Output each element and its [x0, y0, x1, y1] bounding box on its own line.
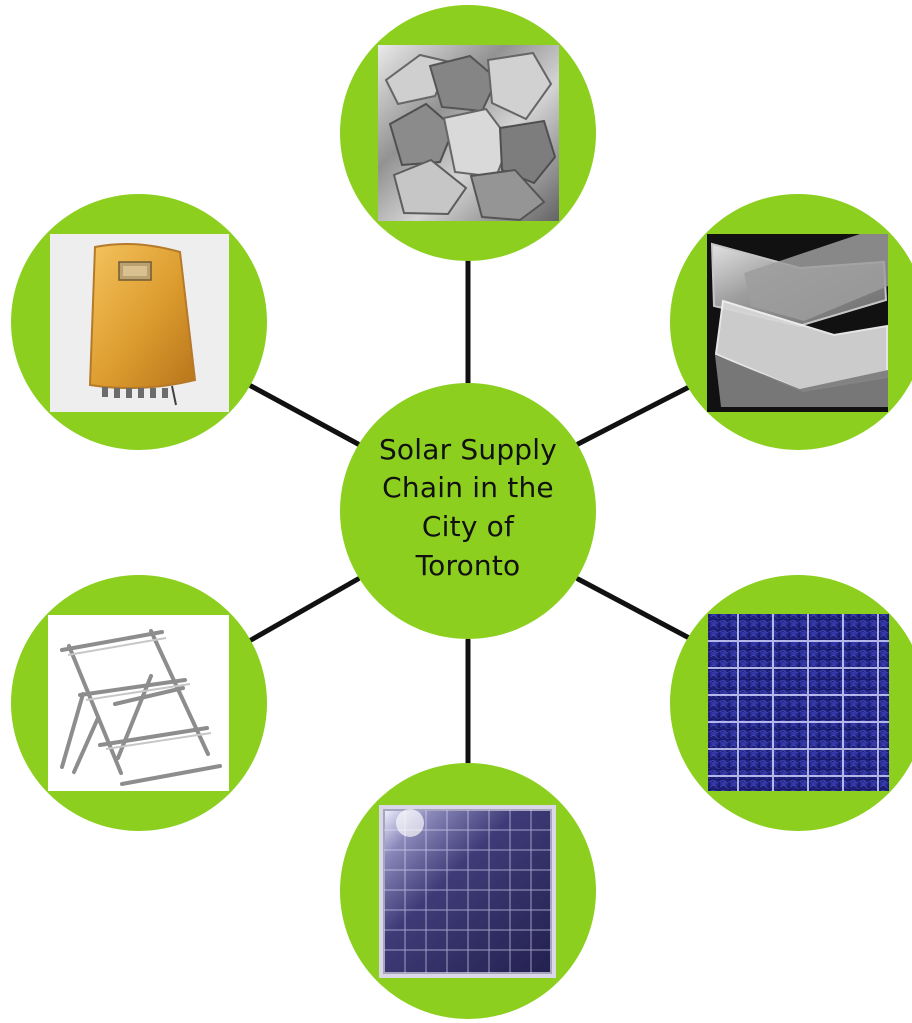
silicon-raw-material-image — [378, 45, 559, 222]
node-solar-panel-module — [340, 763, 596, 1019]
connector-bottom-left — [248, 576, 361, 643]
connector-top-right — [575, 383, 694, 447]
mounting-racking-image — [48, 615, 229, 791]
solar-cell-image — [708, 614, 889, 791]
diagram-title: Solar Supply Chain in the City of Toront… — [378, 432, 558, 582]
silicon-wafer-image — [707, 234, 888, 412]
node-silicon-wafer — [670, 194, 912, 450]
connector-top-left — [248, 383, 361, 447]
node-inverter — [11, 194, 267, 450]
connector-lines — [248, 255, 696, 774]
inverter-image — [50, 234, 229, 412]
connector-bottom-right — [575, 576, 696, 643]
center-hub-circle — [340, 383, 596, 639]
node-silicon-raw-material — [340, 5, 596, 261]
node-mounting-racking — [11, 575, 267, 831]
center-hub-label: Solar Supply Chain in the City of Toront… — [355, 420, 581, 596]
node-solar-cell — [670, 575, 912, 831]
solar-panel-module-image — [379, 805, 556, 978]
